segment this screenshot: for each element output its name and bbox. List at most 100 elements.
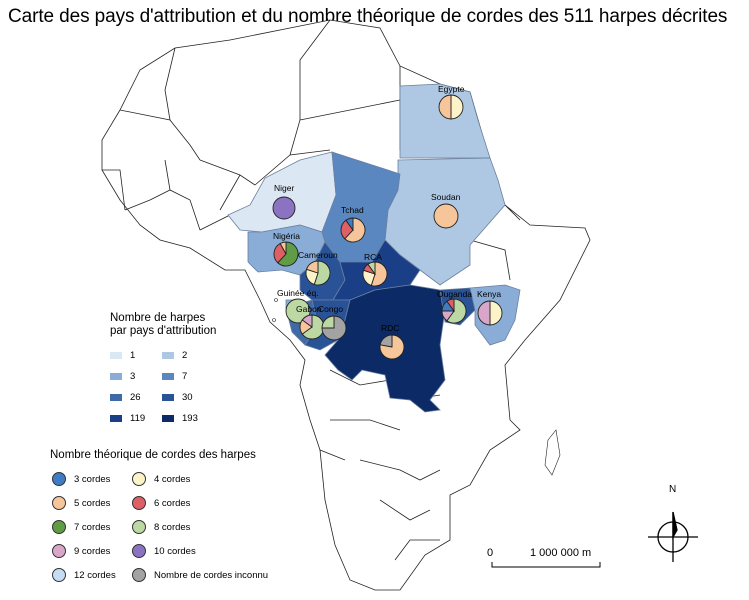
legend-dot — [52, 520, 66, 534]
legend-swatch — [110, 373, 122, 380]
legend-harpes-item: 26 — [110, 392, 141, 403]
pie-slice — [433, 203, 459, 229]
legend-harpes-item: 7 — [162, 371, 187, 382]
pie-slice — [489, 300, 503, 326]
legend-harpes-label: 7 — [182, 371, 188, 382]
legend-dot — [132, 520, 146, 534]
legend-cordes-title: Nombre théorique de cordes des harpes — [50, 449, 256, 461]
legend-harpes-label: 3 — [130, 371, 136, 382]
label-ouganda: Ouganda — [437, 289, 472, 299]
legend-cordes-label: 5 cordes — [74, 497, 111, 509]
legend-dot — [132, 472, 146, 486]
legend-cordes-label: 9 cordes — [74, 545, 111, 557]
legend-harpes-title: Nombre de harpes par pays d'attribution — [110, 312, 217, 337]
legend-harpes-label: 26 — [130, 392, 141, 403]
pie-tchad — [340, 217, 366, 243]
legend-dot — [132, 496, 146, 510]
legend-cordes-label: 6 cordes — [154, 497, 191, 509]
pie-congo — [321, 315, 347, 341]
pie-slice — [379, 334, 405, 360]
scale-end-label: 1 000 000 m — [530, 547, 592, 559]
legend-dot — [52, 472, 66, 486]
legend-swatch — [162, 352, 174, 359]
legend-cordes-label: 10 cordes — [154, 545, 196, 557]
legend-cordes-label: 12 cordes — [74, 569, 116, 581]
pie-slice — [367, 261, 376, 276]
legend-harpes-item: 2 — [162, 350, 187, 361]
north-label: N — [669, 484, 677, 495]
pie-slice — [306, 260, 319, 274]
legend-cordes-item: 6 cordes — [132, 496, 190, 510]
pie-slice — [344, 217, 366, 243]
legend-harpes-label: 2 — [182, 350, 188, 361]
label-tchad: Tchad — [341, 205, 364, 215]
legend-swatch — [110, 415, 122, 422]
pie-slice — [450, 94, 464, 120]
legend-cordes-label: Nombre de cordes inconnu — [154, 569, 269, 581]
legend-cordes-item: Nombre de cordes inconnu — [132, 568, 268, 582]
label-egypte: Egypte — [438, 84, 465, 94]
pie-rdc — [379, 334, 405, 360]
scale-start-label: 0 — [487, 547, 494, 559]
label-guinee: Guinée éq. — [277, 288, 319, 298]
country-egypte — [399, 83, 491, 159]
pie-slice — [321, 315, 347, 341]
border-lines — [102, 19, 521, 561]
pie-slice — [477, 300, 491, 326]
pie-slice — [446, 298, 455, 313]
legend-harpes-label: 193 — [182, 413, 198, 424]
label-rca: RCA — [364, 252, 382, 262]
legend-dot — [132, 568, 146, 582]
north-arrow — [648, 511, 698, 562]
label-nigeria: Nigéria — [273, 231, 300, 241]
label-rdc: RDC — [381, 323, 399, 333]
label-cameroun: Cameroun — [298, 250, 338, 260]
legend-harpes-label: 1 — [130, 350, 136, 361]
label-kenya: Kenya — [477, 289, 501, 299]
pie-slice — [301, 314, 313, 328]
island-madagascar — [544, 429, 561, 476]
legend-harpes-item: 1 — [110, 350, 135, 361]
pie-ouganda — [441, 298, 467, 324]
country-labels: Egypte Soudan Niger Tchad Nigéria Camero… — [273, 84, 501, 333]
pie-egypte — [438, 94, 464, 120]
legend-dot — [52, 496, 66, 510]
pie-slice — [321, 315, 335, 329]
pie-kenya — [477, 300, 503, 326]
pie-slice — [272, 196, 296, 220]
map-title: Carte des pays d'attribution et du nombr… — [8, 6, 728, 27]
islands — [272, 298, 561, 476]
legend-harpes-item: 30 — [162, 392, 193, 403]
pie-slice — [379, 334, 393, 348]
legend-harpes-item: 119 — [110, 413, 145, 424]
pie-slice — [285, 298, 311, 324]
legend-harpes-label: 30 — [182, 392, 193, 403]
legend-dot — [52, 568, 66, 582]
legend-cordes-item: 8 cordes — [132, 520, 190, 534]
legend-harpes-label: 119 — [130, 413, 146, 424]
island-bioko — [274, 298, 278, 302]
pie-slice — [277, 241, 299, 267]
pie-rca — [362, 261, 388, 287]
pie-nigeria — [273, 241, 299, 267]
pie-guinee — [285, 298, 311, 324]
legend-dot — [132, 544, 146, 558]
pie-cameroun — [305, 260, 331, 286]
legend-swatch — [110, 394, 122, 401]
island-sao-tome — [272, 318, 276, 322]
pie-slice — [279, 241, 287, 255]
legend-swatch — [162, 394, 174, 401]
pie-slice — [345, 217, 354, 232]
legend-cordes-label: 4 cordes — [154, 473, 191, 485]
legend-swatch — [162, 415, 174, 422]
legend-cordes-label: 8 cordes — [154, 521, 191, 533]
legend-cordes-item: 12 cordes — [52, 568, 116, 582]
pie-slice — [446, 298, 467, 324]
legend-cordes-label: 3 cordes — [74, 473, 111, 485]
legend-harpes-item: 3 — [110, 371, 135, 382]
label-congo: Congo — [318, 304, 343, 314]
legend-harpes-item: 193 — [162, 413, 198, 424]
legend-cordes-item: 7 cordes — [52, 520, 110, 534]
legend-swatch — [110, 352, 122, 359]
